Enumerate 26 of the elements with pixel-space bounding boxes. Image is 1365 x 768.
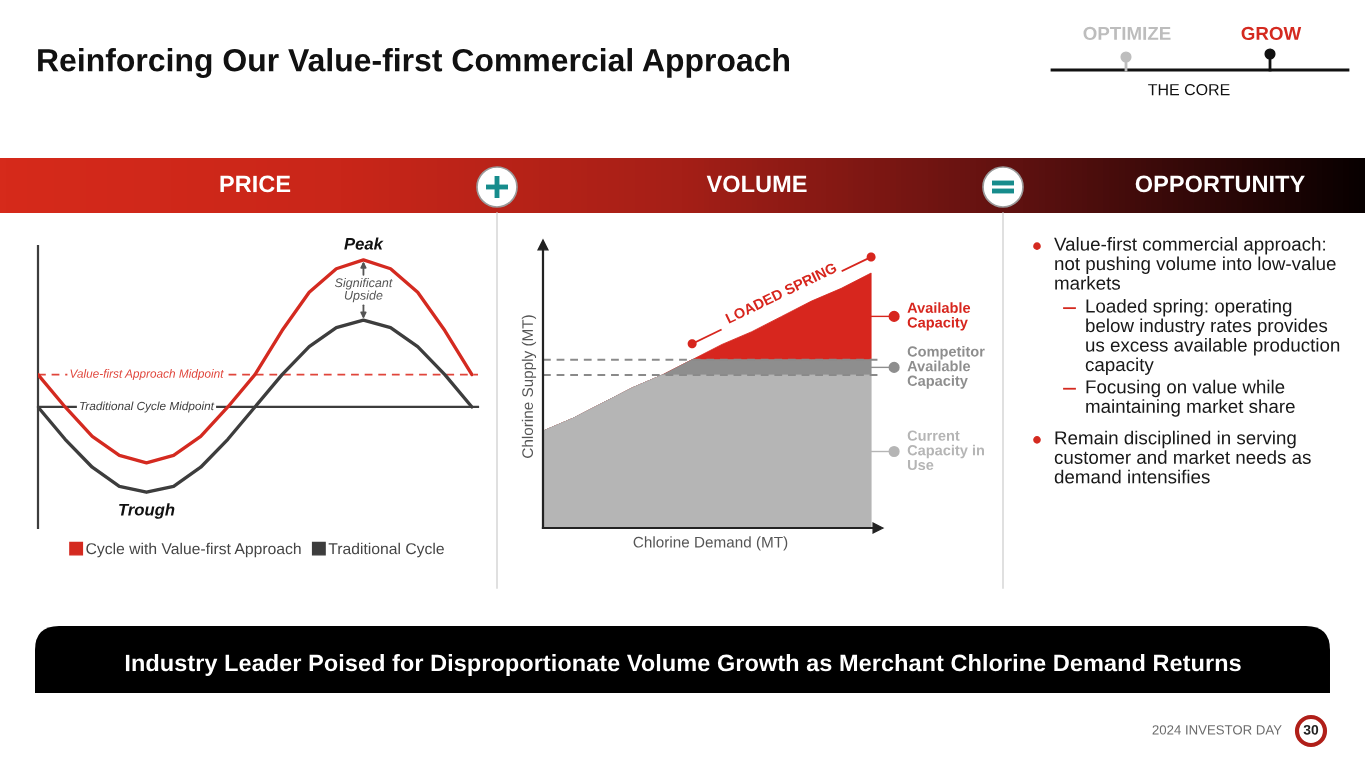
y-axis-title: Chlorine Supply (MT) — [521, 315, 537, 458]
text: Industry Leader Poised for Disproportionate Volume Growth as Merchant Chlorine Demand Returns — [125, 653, 1241, 677]
text: THE CORE — [1148, 83, 1230, 96]
text: OPTIMIZE — [1083, 26, 1171, 41]
x-axis-title: Chlorine Demand (MT) — [633, 536, 788, 551]
ref-line-label: Traditional Cycle Midpoint — [80, 401, 215, 413]
chart-title: VOLUME — [706, 175, 807, 193]
chart-title: PRICE — [220, 175, 291, 193]
text: Reinforcing Our Value-first Commercial Approach — [38, 48, 789, 78]
text: 30 — [1303, 724, 1319, 735]
legend-label: Traditional Cycle — [328, 542, 444, 558]
text: Loaded spring: operating below industry rates provides us excess available production capacity — [1085, 298, 1340, 375]
text: Focusing on value while maintaining market share — [1086, 379, 1295, 417]
legend-label: Competitor Available Capacity — [907, 345, 985, 389]
annotation: Peak — [344, 237, 384, 250]
text: 2024 INVESTOR DAY — [1152, 725, 1282, 735]
legend-label: Cycle with Value-first Approach — [86, 542, 301, 558]
ref-line-label: Value-first Approach Midpoint — [70, 369, 224, 381]
annotation: Significant Upside — [334, 277, 393, 303]
text: GROW — [1241, 26, 1302, 41]
text: Value-first commercial approach: not pushing volume into low-value markets — [1054, 237, 1336, 290]
legend-label: Current Capacity in Use — [907, 430, 985, 471]
legend-label: Available Capacity — [907, 302, 971, 331]
text: Remain disciplined in serving customer and market needs as demand intensifies — [1054, 430, 1311, 484]
text: OPPORTUNITY — [1135, 175, 1305, 193]
annotation: Trough — [119, 503, 175, 519]
